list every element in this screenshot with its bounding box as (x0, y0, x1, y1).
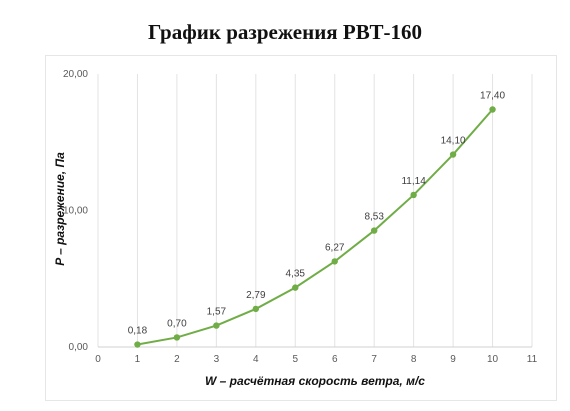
x-tick-label: 4 (253, 354, 259, 365)
chart-title: График разрежения РВТ-160 (148, 20, 422, 44)
y-axis-title: P – разрежение, Па (53, 152, 67, 266)
y-tick-label: 10,00 (63, 206, 88, 217)
data-label: 2,79 (246, 290, 266, 301)
data-label: 8,53 (364, 212, 384, 223)
data-point (370, 227, 378, 234)
y-axis: 0,00 10,00 20,00 (63, 69, 88, 353)
data-point (173, 334, 181, 341)
y-tick-label: 0,00 (69, 342, 89, 353)
data-label: 1,57 (207, 307, 227, 318)
x-tick-label: 7 (371, 354, 377, 365)
x-tick-label: 6 (332, 354, 338, 365)
data-label: 17,40 (480, 90, 505, 101)
data-point (449, 151, 457, 158)
data-label: 0,70 (167, 318, 187, 329)
data-point (213, 322, 220, 329)
data-label: 4,35 (286, 269, 306, 280)
x-tick-label: 0 (95, 354, 101, 365)
x-tick-label: 1 (135, 354, 141, 365)
series-line (137, 108, 494, 346)
data-label: 14,10 (441, 136, 466, 147)
data-point (292, 284, 299, 291)
x-tick-label: 5 (292, 354, 298, 365)
x-axis: 0 1 2 3 4 5 6 7 8 9 10 11 (95, 354, 537, 365)
data-point (331, 258, 338, 265)
x-tick-label: 8 (411, 354, 417, 365)
data-point (410, 191, 417, 199)
data-point (489, 106, 496, 113)
x-tick-label: 10 (487, 354, 499, 365)
y-tick-label: 20,00 (63, 69, 88, 80)
data-label: 0,18 (128, 326, 148, 337)
data-point (252, 305, 260, 313)
chart-area-frame (45, 55, 557, 401)
x-tick-label: 11 (527, 354, 538, 365)
x-tick-label: 9 (450, 354, 456, 365)
gridlines (97, 74, 533, 348)
series-group: 0,18 0,70 1,57 2,79 4,35 6,27 8,53 11,14 14,10 17… (128, 90, 505, 348)
x-tick-label: 3 (214, 354, 220, 365)
data-point (134, 341, 141, 348)
data-label: 6,27 (325, 242, 345, 253)
data-label: 11,14 (401, 176, 426, 187)
x-axis-title: W – расчётная скорость ветра, м/с (205, 374, 425, 388)
x-tick-label: 2 (174, 354, 180, 365)
